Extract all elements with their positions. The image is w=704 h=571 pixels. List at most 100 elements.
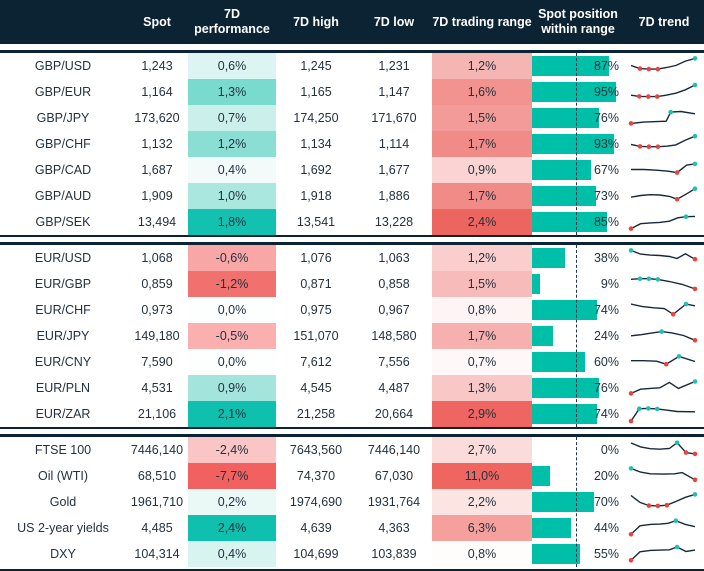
position-bar xyxy=(532,160,591,180)
position-percent-label: 73% xyxy=(593,189,619,203)
spot-value: 104,314 xyxy=(134,547,180,561)
performance-cell: 0,2% xyxy=(188,489,276,515)
position-percent-label: 67% xyxy=(593,163,619,177)
spot-position-cell: 44% xyxy=(532,515,624,541)
asset-name: Oil (WTI) xyxy=(38,469,88,483)
trend-sparkline xyxy=(630,492,698,509)
position-bar xyxy=(532,378,599,398)
table-row[interactable]: Gold 1961,710 0,2% 1974,690 1931,764 2,2% 70% xyxy=(0,489,704,515)
spot-value: 173,620 xyxy=(134,111,180,125)
asset-name: Gold xyxy=(49,495,77,509)
block-separator xyxy=(0,235,704,245)
trend-sparkline xyxy=(630,186,698,202)
spot-position-cell: 95% xyxy=(532,79,624,105)
spot-value: 4,485 xyxy=(141,521,173,535)
high-value: 7643,560 xyxy=(289,443,343,457)
low-point-dot xyxy=(674,170,680,175)
spot-position-cell: 74% xyxy=(532,297,624,323)
position-percent-label: 95% xyxy=(593,85,619,99)
col-header-spot-position[interactable]: Spot position within range xyxy=(538,7,618,36)
table-row[interactable]: EUR/PLN 4,531 0,9% 4,545 4,487 1,3% 76% xyxy=(0,375,704,401)
spot-value: 68,510 xyxy=(137,469,177,483)
trading-range-cell: 1,7% xyxy=(432,323,532,349)
col-header-7d-trading-range[interactable]: 7D trading range xyxy=(432,14,532,29)
col-header-7d-low[interactable]: 7D low xyxy=(373,14,415,29)
trading-range-cell: 1,2% xyxy=(432,245,532,271)
table-row[interactable]: DXY 104,314 0,4% 104,699 103,839 0,8% 55% xyxy=(0,541,704,567)
high-point-dot xyxy=(692,56,698,61)
low-point-dot xyxy=(670,312,676,317)
table-row[interactable]: EUR/ZAR 21,106 2,1% 21,258 20,664 2,9% 74% xyxy=(0,401,704,427)
col-header-7d-high[interactable]: 7D high xyxy=(293,14,339,29)
table-row[interactable]: GBP/AUD 1,909 1,0% 1,918 1,886 1,7% 73% xyxy=(0,183,704,209)
position-bar xyxy=(532,212,607,232)
table-row[interactable]: GBP/CHF 1,132 1,2% 1,134 1,114 1,7% 93% xyxy=(0,131,704,157)
table-row[interactable]: FTSE 100 7446,140 -2,4% 7643,560 7446,140 2,7… xyxy=(0,437,704,463)
trading-range-cell: 6,3% xyxy=(432,515,532,541)
position-percent-label: 74% xyxy=(593,407,619,421)
spot-position-cell: 67% xyxy=(532,157,624,183)
table-row[interactable]: EUR/CHF 0,973 0,0% 0,975 0,967 0,8% 74% xyxy=(0,297,704,323)
position-percent-label: 85% xyxy=(593,215,619,229)
asset-name: GBP/SEK xyxy=(35,215,91,229)
low-point-dot xyxy=(646,66,652,72)
low-value: 148,580 xyxy=(371,329,417,343)
low-value: 1,677 xyxy=(378,163,410,177)
low-point-dot xyxy=(674,196,680,202)
high-point-dot xyxy=(692,492,698,497)
high-point-dot xyxy=(655,277,661,282)
table-row[interactable]: GBP/JPY 173,620 0,7% 174,250 171,670 1,5% 76% xyxy=(0,105,704,131)
trend-cell xyxy=(624,53,704,79)
asset-name: GBP/AUD xyxy=(34,189,92,203)
table-row[interactable]: EUR/JPY 149,180 -0,5% 151,070 148,580 1,7% 24% xyxy=(0,323,704,349)
high-point-dot xyxy=(692,161,698,167)
trend-sparkline xyxy=(631,354,696,367)
trend-cell xyxy=(624,349,704,375)
high-point-dot xyxy=(659,329,664,334)
performance-cell: -7,7% xyxy=(188,463,276,489)
performance-cell: 1,0% xyxy=(188,183,276,209)
trend-sparkline xyxy=(630,56,698,72)
high-value: 0,975 xyxy=(300,303,332,317)
low-value: 4,487 xyxy=(378,381,410,395)
table-row[interactable]: US 2-year yields 4,485 2,4% 4,639 4,363 6,3% 4… xyxy=(0,515,704,541)
spot-value: 1,132 xyxy=(141,137,173,151)
spot-position-cell: 74% xyxy=(532,401,624,427)
trend-cell xyxy=(624,489,704,515)
spot-position-cell: 38% xyxy=(532,245,624,271)
table-row[interactable]: Oil (WTI) 68,510 -7,7% 74,370 67,030 11,0% 20% xyxy=(0,463,704,489)
trend-cell xyxy=(624,131,704,157)
performance-cell: 1,2% xyxy=(188,131,276,157)
col-header-spot[interactable]: Spot xyxy=(143,14,171,29)
high-value: 151,070 xyxy=(293,329,339,343)
trading-range-cell: 2,7% xyxy=(432,437,532,463)
asset-name: EUR/USD xyxy=(34,251,92,265)
spot-position-cell: 93% xyxy=(532,131,624,157)
col-header-7d-performance[interactable]: 7D performance xyxy=(194,7,270,36)
asset-name: EUR/JPY xyxy=(36,329,90,343)
low-value: 7,556 xyxy=(378,355,410,369)
table-row[interactable]: GBP/SEK 13,494 1,8% 13,541 13,228 2,4% 85% xyxy=(0,209,704,235)
table-row[interactable]: EUR/USD 1,068 -0,6% 1,076 1,063 1,2% 38% xyxy=(0,245,704,271)
performance-cell: 0,0% xyxy=(188,297,276,323)
spot-position-cell: 87% xyxy=(532,53,624,79)
table-row[interactable]: EUR/GBP 0,859 -1,2% 0,871 0,858 1,5% 9% xyxy=(0,271,704,297)
table-row[interactable]: GBP/CAD 1,687 0,4% 1,692 1,677 0,9% 67% xyxy=(0,157,704,183)
bottom-rule xyxy=(0,567,704,571)
table-row[interactable]: GBP/USD 1,243 0,6% 1,245 1,231 1,2% 87% xyxy=(0,53,704,79)
spot-position-cell: 76% xyxy=(532,375,624,401)
high-point-dot xyxy=(692,133,698,139)
low-point-dot xyxy=(628,391,634,396)
spot-value: 0,973 xyxy=(141,303,173,317)
position-percent-label: 44% xyxy=(593,521,619,535)
performance-cell: 0,6% xyxy=(188,53,276,79)
table-row[interactable]: EUR/CNY 7,590 0,0% 7,612 7,556 0,7% 60% xyxy=(0,349,704,375)
table-block-gbp: GBP/USD 1,243 0,6% 1,245 1,231 1,2% 87% GBP/EUR… xyxy=(0,53,704,235)
position-bar xyxy=(532,186,597,206)
high-value: 1,692 xyxy=(300,163,332,177)
asset-name: GBP/CAD xyxy=(34,163,92,177)
col-header-7d-trend[interactable]: 7D trend xyxy=(638,14,690,29)
trend-sparkline xyxy=(631,161,698,175)
low-value: 7446,140 xyxy=(367,443,421,457)
table-row[interactable]: GBP/EUR 1,164 1,3% 1,165 1,147 1,6% 95% xyxy=(0,79,704,105)
